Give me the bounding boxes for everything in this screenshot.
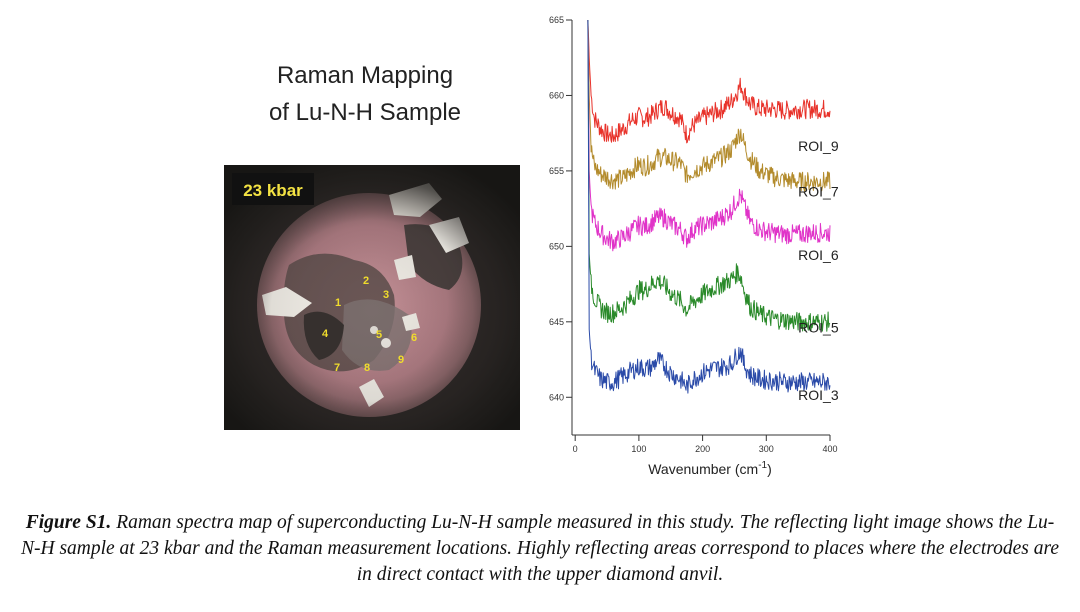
x-axis-label-main: Wavenumber (cm: [648, 461, 758, 477]
x-axis-label-superscript: -1: [758, 460, 767, 471]
y-tick-label: 650: [549, 241, 564, 251]
x-tick-label: 0: [573, 444, 578, 454]
raman-spectra-chart: 640 645 650 655 660 665 0 100 200 300 400 ROI_9 ROI…: [549, 15, 839, 477]
measurement-point-4: 4: [322, 328, 329, 340]
series-line-roi_9: [587, 19, 831, 144]
x-axis-label: Wavenumber (cm-1): [648, 460, 772, 477]
x-tick-label: 100: [631, 444, 646, 454]
pressure-label: 23 kbar: [243, 181, 303, 200]
series-label-roi_3: ROI_3: [798, 387, 839, 403]
measurement-point-2: 2: [363, 275, 369, 287]
figure-label: Figure S1.: [25, 512, 112, 533]
panel-title-line-1: Raman Mapping: [276, 62, 454, 89]
x-tick-label: 200: [695, 444, 710, 454]
y-tick-label: 660: [549, 90, 564, 100]
series-label-roi_5: ROI_5: [798, 319, 839, 335]
measurement-point-7: 7: [334, 362, 340, 374]
series-line-roi_3: [587, 19, 831, 394]
measurement-point-5: 5: [376, 329, 382, 341]
y-tick-label: 640: [549, 392, 564, 402]
measurement-point-1: 1: [335, 297, 341, 309]
series-line-roi_7: [587, 19, 831, 192]
caption-text: Raman spectra map of superconducting Lu-…: [20, 512, 1059, 585]
series-label-roi_6: ROI_6: [798, 247, 839, 263]
y-tick-label: 665: [549, 15, 564, 25]
series-line-roi_6: [587, 19, 831, 252]
y-tick-label: 645: [549, 317, 564, 327]
x-tick-label: 400: [822, 444, 837, 454]
measurement-point-3: 3: [383, 289, 389, 301]
figure-caption: Figure S1. Raman spectra map of supercon…: [20, 510, 1060, 588]
sample-micrograph: 23 kbar 1 2 3 4 5 6 7 8 9: [224, 165, 520, 430]
measurement-point-8: 8: [364, 362, 370, 374]
measurement-point-6: 6: [411, 332, 417, 344]
measurement-point-9: 9: [398, 354, 404, 366]
series-line-roi_5: [587, 19, 831, 332]
series-label-roi_7: ROI_7: [798, 183, 839, 199]
panel-title-line-2: of Lu-N-H Sample: [268, 99, 462, 126]
series-label-roi_9: ROI_9: [798, 138, 839, 154]
x-axis-label-close: ): [767, 461, 772, 477]
y-tick-label: 655: [549, 166, 564, 176]
x-tick-label: 300: [759, 444, 774, 454]
